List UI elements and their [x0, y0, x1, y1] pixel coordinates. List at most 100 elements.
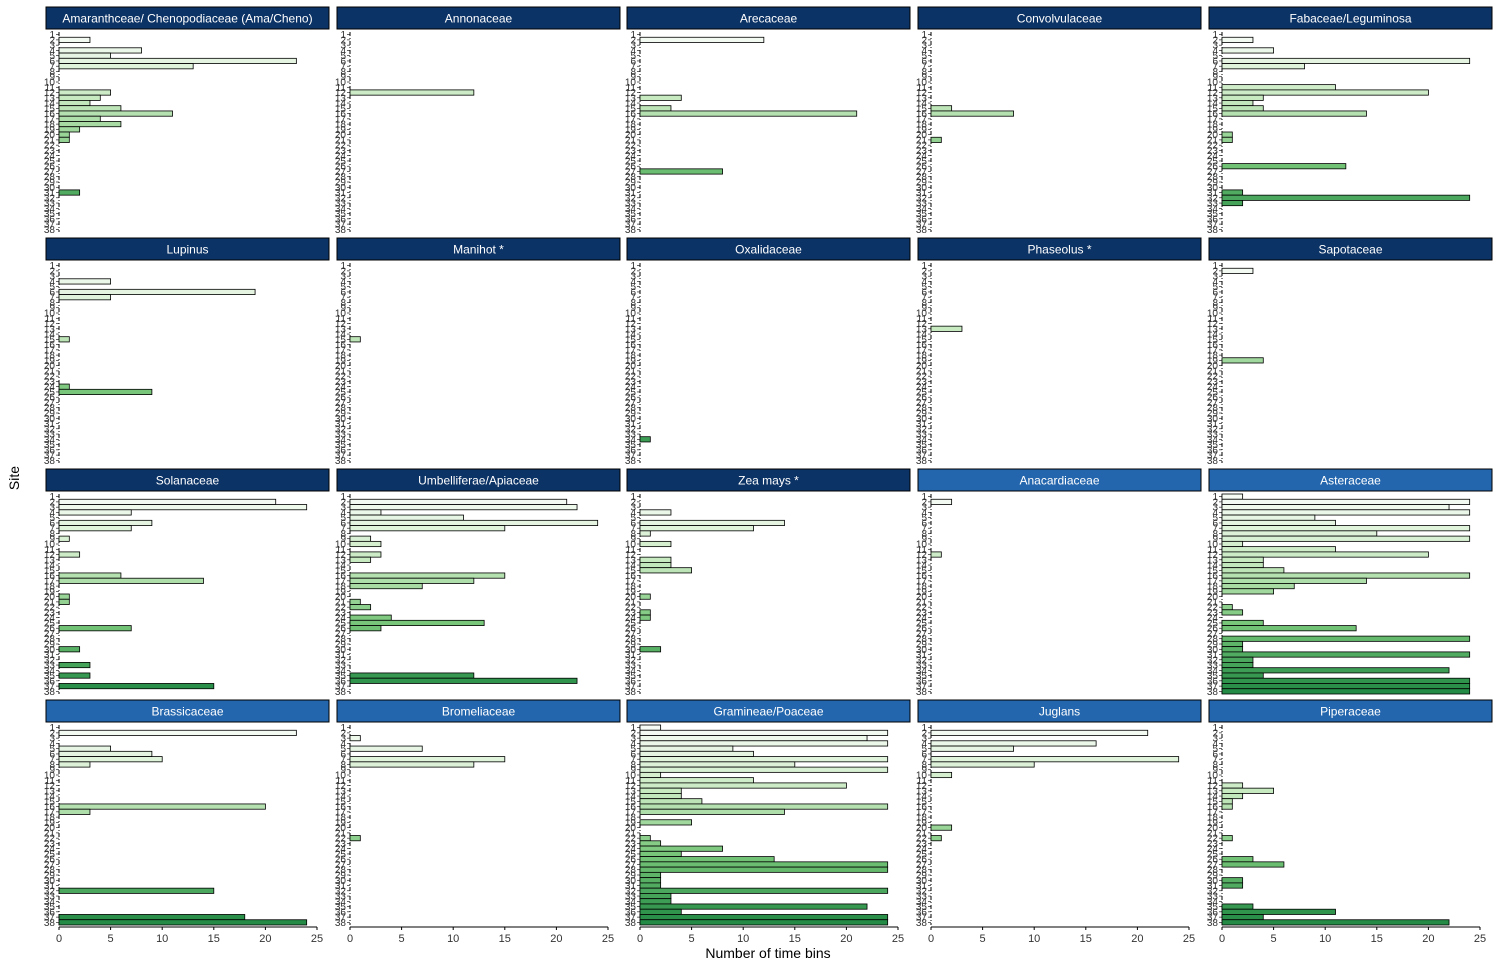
bar — [639, 94, 682, 101]
bar — [58, 288, 256, 295]
y-tick-label: 4 — [340, 46, 346, 57]
bar — [1221, 189, 1244, 196]
y-tick-label: 22 — [625, 603, 637, 614]
y-tick-label: 21 — [625, 828, 637, 839]
y-tick-label: 9 — [921, 765, 927, 776]
bar — [58, 729, 297, 736]
bar — [58, 919, 308, 926]
y-tick-label: 14 — [916, 99, 928, 110]
y-tick-label: 24 — [335, 613, 347, 624]
y-tick-label: 21 — [1207, 828, 1219, 839]
y-tick-label: 28 — [1207, 172, 1219, 183]
x-tick-label: 25 — [602, 933, 614, 945]
y-tick-label: 7 — [340, 293, 346, 304]
bar — [1221, 908, 1336, 915]
y-tick-label: 19 — [44, 818, 56, 829]
y-tick-label: 21 — [625, 366, 637, 377]
y-tick-label: 38 — [916, 918, 928, 929]
y-tick-label: 2 — [340, 728, 346, 739]
facet-panel: Convolvulaceae12345678910111213141516171… — [916, 6, 1202, 236]
y-tick-label: 10 — [625, 540, 637, 551]
y-tick-label: 21 — [44, 366, 56, 377]
y-tick-label: 32 — [335, 193, 347, 204]
y-tick-label: 33 — [625, 430, 637, 441]
y-tick-label: 20 — [335, 823, 347, 834]
bar — [639, 110, 858, 117]
y-tick-label: 27 — [44, 398, 56, 409]
bar — [58, 121, 122, 128]
y-tick-label: 16 — [44, 340, 56, 351]
y-tick-label: 12 — [44, 88, 56, 99]
y-tick-label: 3 — [630, 41, 636, 52]
y-tick-label: 4 — [340, 277, 346, 288]
y-tick-label: 25 — [335, 618, 347, 629]
bar — [639, 877, 662, 884]
y-tick-label: 12 — [916, 781, 928, 792]
y-tick-label: 25 — [44, 156, 56, 167]
y-tick-label: 26 — [44, 855, 56, 866]
bar — [930, 729, 1149, 736]
bar — [1221, 194, 1471, 201]
y-tick-label: 2 — [1212, 728, 1218, 739]
y-tick-label: 8 — [921, 67, 927, 78]
x-tick-label: 0 — [347, 933, 353, 945]
bar — [58, 572, 122, 579]
facet-header — [1208, 237, 1493, 261]
bar — [349, 583, 423, 590]
y-tick-label: 22 — [44, 603, 56, 614]
y-tick-label: 4 — [921, 46, 927, 57]
y-tick-label: 4 — [340, 739, 346, 750]
y-tick-label: 19 — [44, 587, 56, 598]
y-tick-label: 3 — [921, 41, 927, 52]
y-tick-label: 36 — [625, 676, 637, 687]
bar — [1221, 914, 1264, 921]
y-tick-label: 9 — [1212, 765, 1218, 776]
facet-header — [45, 699, 330, 723]
y-tick-label: 31 — [44, 419, 56, 430]
bar — [349, 672, 475, 679]
facet-title: Phaseolus * — [1027, 243, 1091, 257]
y-tick-label: 12 — [335, 550, 347, 561]
y-tick-label: 11 — [336, 314, 347, 325]
y-tick-label: 25 — [625, 618, 637, 629]
y-tick-label: 36 — [335, 907, 347, 918]
y-tick-label: 5 — [1212, 513, 1218, 524]
y-tick-label: 30 — [1207, 183, 1219, 194]
y-tick-label: 33 — [916, 892, 928, 903]
facet-panel: Anacardiaceae123456789101112131415161718… — [916, 468, 1202, 698]
y-tick-label: 36 — [625, 445, 637, 456]
y-tick-label: 26 — [625, 624, 637, 635]
y-tick-label: 37 — [916, 913, 928, 924]
y-tick-label: 9 — [49, 534, 55, 545]
y-tick-label: 28 — [335, 865, 347, 876]
y-tick-label: 29 — [625, 640, 637, 651]
y-tick-label: 17 — [625, 345, 637, 356]
y-tick-label: 18 — [335, 582, 347, 593]
bar — [1221, 609, 1244, 616]
y-tick-label: 18 — [1207, 351, 1219, 362]
y-tick-label: 33 — [916, 430, 928, 441]
y-tick-label: 34 — [1207, 897, 1219, 908]
y-tick-label: 17 — [44, 345, 56, 356]
y-tick-label: 10 — [916, 771, 928, 782]
y-tick-label: 13 — [1207, 786, 1219, 797]
y-tick-label: 14 — [335, 99, 347, 110]
y-tick-label: 33 — [335, 661, 347, 672]
y-tick-label: 27 — [625, 629, 637, 640]
bar — [1221, 36, 1254, 43]
facet-title: Gramineae/Poaceae — [713, 705, 823, 719]
x-tick-label: 10 — [447, 933, 459, 945]
bar — [1221, 540, 1244, 548]
bar — [1221, 551, 1429, 558]
y-tick-label: 12 — [335, 319, 347, 330]
x-tick-label: 10 — [156, 933, 168, 945]
y-tick-label: 34 — [335, 666, 347, 677]
facet-panel: Umbelliferae/Apiaceae1234567891011121314… — [335, 468, 621, 698]
bar — [349, 89, 475, 96]
y-tick-label: 1 — [1212, 723, 1218, 734]
y-tick-label: 31 — [916, 419, 928, 430]
y-tick-label: 23 — [335, 608, 347, 619]
y-tick-label: 21 — [625, 597, 637, 608]
bar — [930, 756, 1180, 763]
bar — [639, 908, 682, 915]
